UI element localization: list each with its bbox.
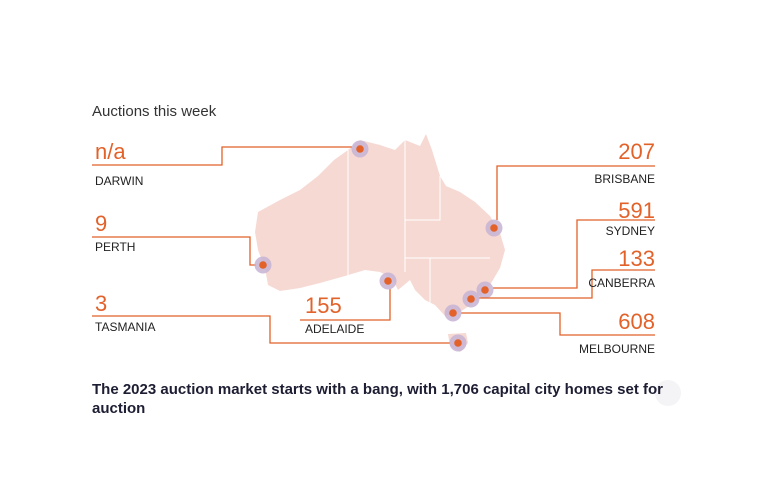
leader-line <box>496 165 655 220</box>
auction-count: 207 <box>618 139 655 164</box>
auction-count: 155 <box>305 293 342 318</box>
auction-count: 608 <box>618 309 655 334</box>
leader-line <box>493 219 655 289</box>
leader-line <box>461 312 655 336</box>
city-name: DARWIN <box>95 174 143 188</box>
leader-line <box>300 289 391 321</box>
auction-count: 591 <box>618 198 655 223</box>
city-dot <box>259 261 267 269</box>
city-name: PERTH <box>95 240 135 254</box>
city-name: ADELAIDE <box>305 322 364 336</box>
leader-line <box>92 315 450 344</box>
city-name: SYDNEY <box>606 224 655 238</box>
city-dot <box>384 277 392 285</box>
city-name: BRISBANE <box>594 172 655 186</box>
title: Auctions this week <box>92 103 217 120</box>
city-name: MELBOURNE <box>579 342 655 356</box>
city-name: TASMANIA <box>95 320 155 334</box>
city-labels: n/a DARWIN 9 PERTH 3 TASMANIA 155 ADELAIDE 207 BR… <box>92 139 655 356</box>
city-dot <box>467 295 475 303</box>
auction-count: 3 <box>95 291 107 316</box>
city-dot <box>356 145 364 153</box>
city-dot <box>449 309 457 317</box>
auction-count: n/a <box>95 139 126 164</box>
caption: The 2023 auction market starts with a ba… <box>92 381 664 417</box>
auction-count: 9 <box>95 211 107 236</box>
icon <box>655 380 681 406</box>
auction-count: 133 <box>618 246 655 271</box>
state-borders <box>347 140 490 305</box>
leader-line <box>92 146 352 166</box>
city-dot <box>481 286 489 294</box>
city-dot <box>454 339 462 347</box>
city-name: CANBERRA <box>588 276 655 290</box>
australia-map <box>255 134 505 316</box>
leader-line <box>479 269 655 299</box>
leader-line <box>92 236 256 266</box>
city-dot <box>490 224 498 232</box>
